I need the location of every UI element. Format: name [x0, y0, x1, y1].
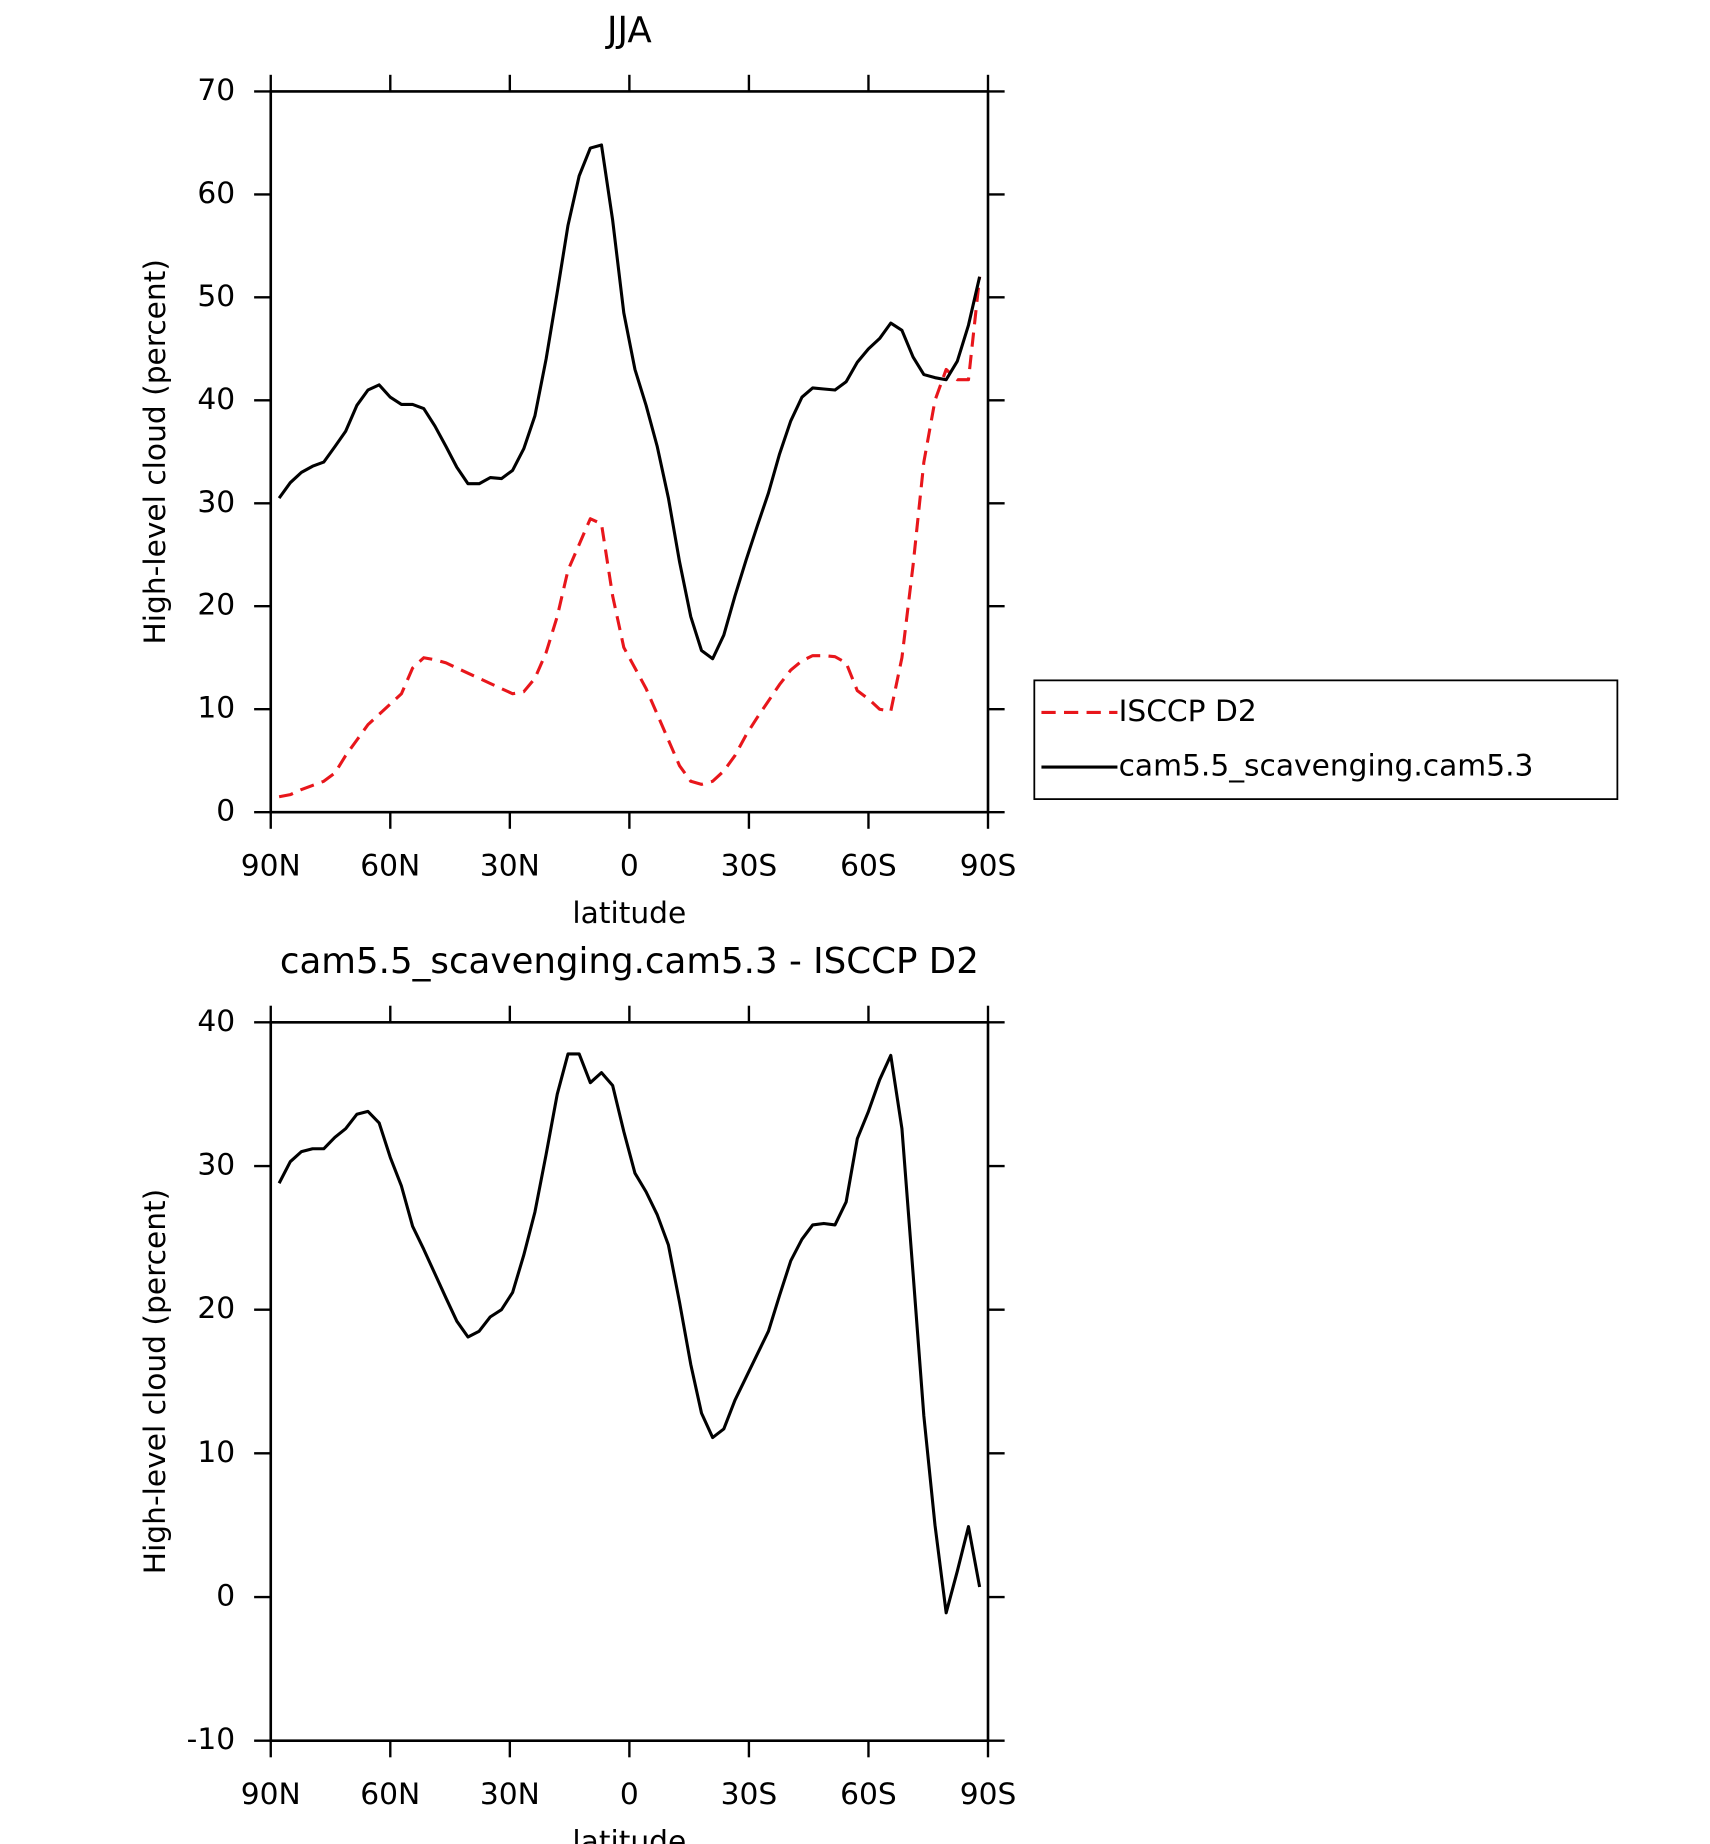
data-line: [278, 276, 982, 799]
x-tick-label: 90N: [241, 847, 301, 882]
y-tick-label: 50: [197, 278, 235, 313]
chart-title: cam5.5_scavenging.cam5.3 - ISCCP D2: [280, 941, 979, 982]
x-axis-label: latitude: [572, 1823, 686, 1844]
y-tick-label: 0: [216, 1578, 235, 1613]
x-tick-label: 60S: [840, 1776, 897, 1811]
y-tick-label: 20: [197, 1290, 235, 1325]
y-tick-label: 60: [197, 175, 235, 210]
x-tick-label: 0: [620, 1776, 639, 1811]
data-line: [277, 143, 982, 661]
y-tick-label: 30: [197, 1147, 235, 1182]
x-tick-label: 30N: [480, 847, 540, 882]
y-tick-label: 30: [197, 484, 235, 519]
x-tick-label: 0: [620, 847, 639, 882]
x-tick-label: 90S: [960, 847, 1017, 882]
x-tick-label: 60S: [840, 847, 897, 882]
legend-label: cam5.5_scavenging.cam5.3: [1119, 748, 1534, 783]
y-tick-label: 10: [197, 690, 235, 725]
x-tick-label: 30S: [721, 1776, 778, 1811]
y-tick-label: 40: [197, 381, 235, 416]
legend: ISCCP D2 cam5.5_scavenging.cam5.3: [1033, 679, 1619, 800]
y-axis-label: High-level cloud (percent): [137, 1189, 172, 1574]
data-line: [277, 1052, 982, 1615]
y-tick-label: 0: [216, 793, 235, 828]
x-tick-label: 60N: [360, 1776, 420, 1811]
x-tick-label: 90N: [241, 1776, 301, 1811]
legend-box: [1033, 679, 1619, 800]
y-tick-label: -10: [187, 1721, 235, 1756]
y-tick-label: 70: [197, 72, 235, 107]
y-tick-label: 20: [197, 587, 235, 622]
legend-label: ISCCP D2: [1119, 693, 1257, 728]
y-axis-label: High-level cloud (percent): [137, 259, 172, 644]
x-tick-label: 30S: [721, 847, 778, 882]
x-tick-label: 60N: [360, 847, 420, 882]
x-tick-label: 30N: [480, 1776, 540, 1811]
plot-frame: [269, 1021, 990, 1743]
y-tick-label: 40: [197, 1003, 235, 1038]
x-axis-label: latitude: [572, 895, 686, 930]
x-tick-label: 90S: [960, 1776, 1017, 1811]
chart-title: JJA: [605, 10, 652, 51]
plot-frame: [269, 90, 990, 814]
y-tick-label: 10: [197, 1434, 235, 1469]
